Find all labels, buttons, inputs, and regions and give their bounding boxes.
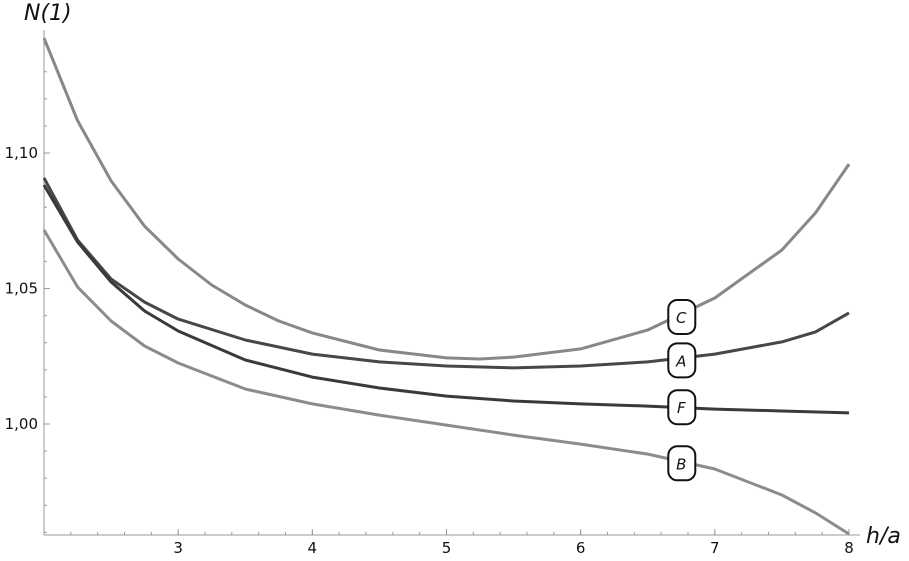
x-axis-label: h/a — [866, 524, 901, 549]
x-tick-label: 3 — [173, 539, 183, 557]
y-tick-label: 1,10 — [5, 144, 38, 162]
series-F-label-box — [667, 389, 697, 426]
series-A-label: A — [675, 352, 686, 370]
y-axis-label: N(1) — [24, 1, 72, 26]
curve-labels: C A F B — [667, 298, 697, 482]
x-tick-label: 6 — [576, 539, 586, 557]
x-tick-label: 5 — [442, 539, 452, 557]
x-tick-label: 4 — [308, 539, 318, 557]
series-C-label: C — [676, 309, 687, 327]
series-B-label: B — [676, 455, 686, 473]
series-B-line — [42, 229, 850, 536]
x-tick-label: 7 — [710, 539, 720, 557]
series-B-label-box — [667, 445, 697, 482]
series-F-label: F — [677, 399, 686, 417]
series-C-label-box — [667, 298, 697, 335]
series-F-line — [42, 184, 850, 415]
x-tick-label: 8 — [844, 539, 854, 557]
y-tick-label: 1,00 — [5, 415, 38, 433]
series-C-line — [42, 37, 851, 361]
y-tick-label: 1,05 — [5, 280, 38, 298]
curves — [42, 37, 851, 536]
axes: 3 4 5 6 7 8 1,00 1,05 1,10 — [5, 30, 860, 557]
series-A-line — [42, 177, 850, 370]
series-A-label-box — [667, 342, 697, 379]
